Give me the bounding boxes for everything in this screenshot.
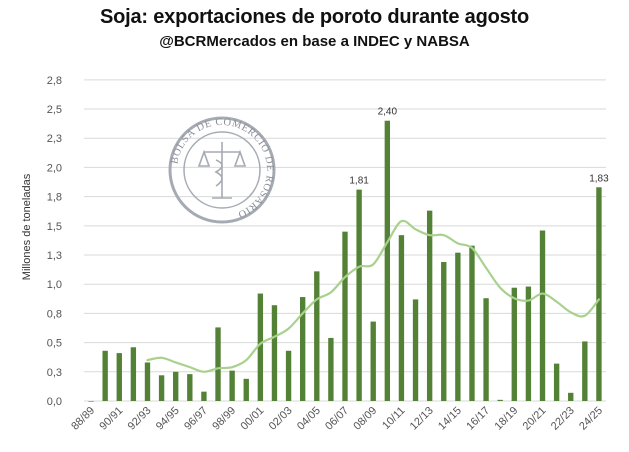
y-tick-label: 0,8 bbox=[47, 308, 62, 320]
chart-subtitle: @BCRMercados en base a INDEC y NABSA bbox=[159, 33, 470, 50]
y-tick-label: 2,5 bbox=[47, 104, 62, 116]
bar bbox=[102, 350, 108, 401]
bar bbox=[187, 374, 193, 401]
bar bbox=[511, 287, 517, 401]
bar-series bbox=[88, 120, 602, 402]
bar bbox=[553, 363, 560, 401]
bar bbox=[173, 371, 179, 401]
bar bbox=[356, 189, 362, 401]
bar bbox=[497, 399, 503, 401]
bar bbox=[370, 321, 376, 401]
bar bbox=[469, 245, 475, 401]
x-axis-ticks: 88/89 90/91 92/93 94/95 96/97 98/99 00/01 02/03… bbox=[69, 405, 605, 433]
bar bbox=[384, 120, 391, 401]
bar bbox=[426, 210, 433, 401]
bar bbox=[215, 327, 221, 401]
data-label: 1,83 bbox=[589, 173, 609, 184]
x-tick-label: 96/97 bbox=[182, 405, 210, 433]
y-tick-label: 2,8 bbox=[47, 75, 62, 87]
y-tick-label: 0,3 bbox=[47, 367, 62, 379]
data-label: 2,40 bbox=[378, 107, 398, 118]
bar bbox=[455, 252, 461, 401]
y-tick-label: 0,0 bbox=[47, 396, 62, 408]
bar bbox=[243, 378, 249, 401]
y-axis-ticks: 0,0 0,3 0,5 0,8 1,0 1,3 1,5 1,8 2,0 2,3 2,5 2,8 bbox=[47, 75, 62, 408]
bar bbox=[596, 187, 602, 401]
bar bbox=[539, 230, 546, 401]
y-tick-label: 2,0 bbox=[47, 162, 62, 174]
watermark-seal: BOLSA DE COMERCIO DE ROSARIO bbox=[168, 116, 276, 224]
bar bbox=[116, 353, 122, 401]
bar bbox=[412, 299, 419, 401]
x-tick-label: 92/93 bbox=[126, 405, 154, 433]
x-tick-label: 18/19 bbox=[492, 405, 520, 433]
bar bbox=[314, 271, 320, 401]
y-tick-label: 2,3 bbox=[47, 133, 62, 145]
y-tick-label: 1,8 bbox=[47, 192, 62, 204]
bar bbox=[568, 392, 574, 401]
data-label: 1,81 bbox=[349, 176, 369, 187]
x-tick-label: 16/17 bbox=[464, 405, 492, 433]
bar bbox=[342, 231, 348, 401]
bar bbox=[144, 362, 151, 401]
x-tick-label: 24/25 bbox=[577, 405, 605, 433]
bar bbox=[88, 401, 94, 402]
bar bbox=[271, 305, 278, 401]
x-tick-label: 90/91 bbox=[97, 405, 125, 433]
trend-line bbox=[146, 219, 601, 373]
bar bbox=[257, 293, 264, 401]
x-tick-label: 02/03 bbox=[267, 405, 295, 433]
x-tick-label: 04/05 bbox=[295, 405, 323, 433]
x-tick-label: 10/11 bbox=[380, 405, 407, 432]
y-tick-label: 1,5 bbox=[47, 221, 62, 233]
bar bbox=[582, 341, 588, 401]
bar bbox=[130, 347, 137, 401]
data-labels: 1,81 2,40 1,83 bbox=[349, 107, 609, 187]
bar bbox=[483, 298, 489, 401]
bar bbox=[285, 350, 292, 401]
x-tick-label: 98/99 bbox=[210, 405, 238, 433]
x-tick-label: 00/01 bbox=[239, 405, 267, 433]
bar bbox=[525, 286, 532, 401]
bar bbox=[201, 391, 207, 401]
bar bbox=[328, 337, 334, 401]
x-tick-label: 88/89 bbox=[69, 405, 97, 433]
y-tick-label: 1,3 bbox=[47, 250, 62, 262]
y-tick-label: 1,0 bbox=[47, 279, 62, 291]
bar bbox=[398, 235, 405, 401]
x-tick-label: 22/23 bbox=[549, 405, 577, 433]
y-axis-label: Millones de toneladas bbox=[21, 173, 33, 280]
y-tick-label: 0,5 bbox=[47, 338, 62, 350]
x-tick-label: 08/09 bbox=[351, 405, 379, 433]
x-tick-label: 14/15 bbox=[436, 405, 464, 433]
x-tick-label: 20/21 bbox=[521, 405, 549, 433]
chart-title: Soja: exportaciones de poroto durante ag… bbox=[99, 6, 530, 28]
x-tick-label: 12/13 bbox=[408, 405, 436, 433]
bar bbox=[299, 297, 306, 401]
bar bbox=[229, 370, 235, 401]
x-tick-label: 94/95 bbox=[154, 405, 182, 433]
gridlines bbox=[84, 79, 606, 402]
x-tick-label: 06/07 bbox=[323, 405, 351, 433]
bar bbox=[158, 375, 165, 401]
bar bbox=[441, 262, 447, 401]
